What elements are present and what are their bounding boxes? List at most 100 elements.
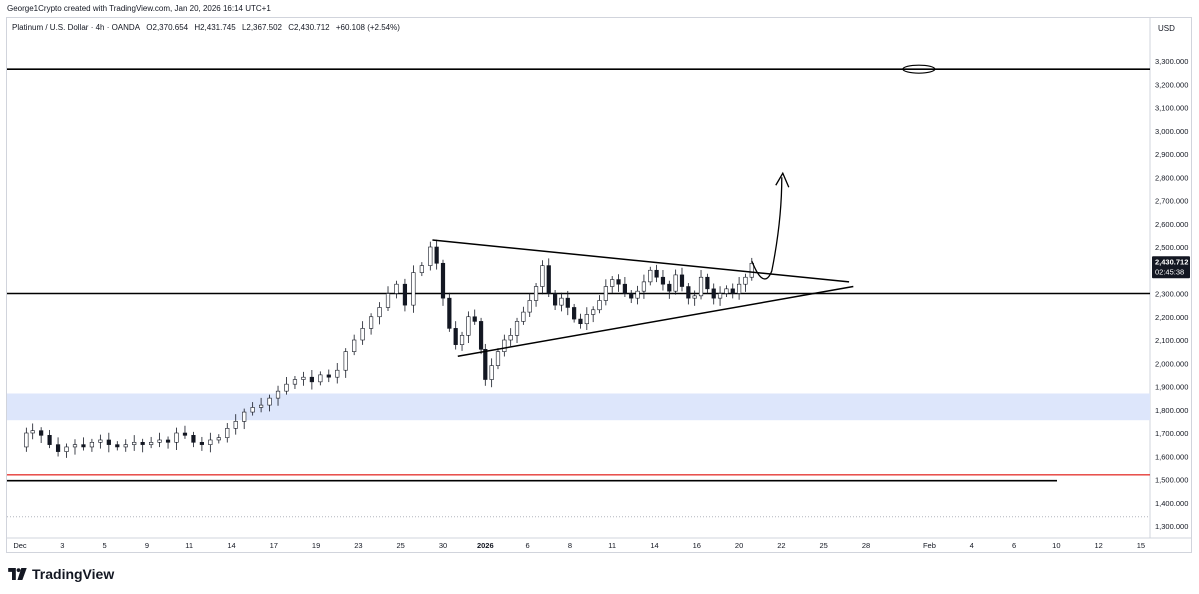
- x-tick-label: 23: [354, 541, 362, 550]
- x-tick-label: 15: [1137, 541, 1145, 550]
- candle-body: [724, 288, 729, 294]
- currency-label[interactable]: USD: [1158, 24, 1175, 33]
- candle-body: [559, 297, 564, 306]
- candle-body: [546, 265, 551, 294]
- y-tick-label: 1,700.000: [1155, 429, 1188, 438]
- candle-body: [267, 397, 272, 406]
- x-tick-label: 14: [650, 541, 658, 550]
- y-tick-label: 1,800.000: [1155, 406, 1188, 415]
- candle-body: [622, 283, 627, 294]
- candle-body: [533, 286, 539, 301]
- candle-body: [453, 328, 458, 345]
- candle-body: [115, 444, 120, 448]
- brand-name: TradingView: [32, 566, 115, 582]
- y-tick-label: 2,000.000: [1155, 359, 1188, 368]
- candle-body: [377, 307, 382, 318]
- candle-body: [233, 421, 238, 429]
- candle-body: [72, 444, 78, 448]
- x-tick-label: 28: [862, 541, 870, 550]
- x-tick-label: 22: [777, 541, 785, 550]
- candle-body: [81, 444, 86, 448]
- x-tick-label: 6: [1012, 541, 1016, 550]
- x-tick-label: 20: [735, 541, 743, 550]
- triangle-upper-trendline[interactable]: [432, 239, 850, 283]
- triangle-lower-trendline[interactable]: [457, 285, 854, 358]
- y-tick-label: 3,100.000: [1155, 104, 1188, 113]
- candle-body: [459, 335, 465, 345]
- candle-body: [692, 295, 697, 299]
- candle-body: [242, 411, 247, 422]
- candle-body: [472, 316, 477, 322]
- x-tick-label: 11: [608, 541, 616, 550]
- candle-body: [705, 276, 710, 290]
- candle-body: [24, 432, 29, 448]
- candle-body: [182, 432, 188, 436]
- symbol-legend: Platinum / U.S. Dollar · 4h · OANDA O2,3…: [12, 23, 404, 32]
- x-tick-label: 17: [270, 541, 278, 550]
- x-tick-label: Feb: [923, 541, 936, 550]
- candle-body: [635, 290, 640, 299]
- candle-body: [411, 272, 416, 306]
- candle-body: [540, 265, 545, 287]
- y-tick-label: 1,400.000: [1155, 499, 1188, 508]
- breakout-arrow[interactable]: [751, 177, 783, 280]
- candle-body: [318, 374, 323, 383]
- y-tick-label: 2,700.000: [1155, 197, 1188, 206]
- x-tick-label: 4: [970, 541, 974, 550]
- symbol-name[interactable]: Platinum / U.S. Dollar · 4h · OANDA: [12, 23, 141, 32]
- x-tick-label: 16: [693, 541, 701, 550]
- candle-body: [641, 281, 647, 292]
- candle-body: [440, 262, 446, 299]
- demand-zone[interactable]: [7, 393, 1150, 421]
- x-tick-label: 5: [103, 541, 107, 550]
- candle-body: [394, 283, 399, 294]
- candle-body: [326, 374, 331, 378]
- candle-body: [335, 369, 340, 378]
- x-tick-label: 10: [1052, 541, 1060, 550]
- candle-body: [191, 435, 196, 443]
- x-tick-label: 12: [1094, 541, 1102, 550]
- candle-body: [483, 348, 488, 380]
- candle-body: [309, 376, 314, 383]
- candle-body: [292, 379, 298, 385]
- x-tick-label: 9: [145, 541, 149, 550]
- candle-body: [514, 321, 520, 336]
- candle-body: [428, 246, 433, 266]
- y-tick-label: 2,600.000: [1155, 220, 1188, 229]
- candle-body: [736, 283, 742, 294]
- candle-body: [660, 276, 666, 285]
- y-tick-label: 3,200.000: [1155, 80, 1188, 89]
- candle-body: [584, 314, 589, 325]
- candle-body: [698, 276, 704, 297]
- target-ellipse[interactable]: [902, 64, 936, 74]
- y-tick-label: 3,300.000: [1155, 57, 1188, 66]
- tradingview-brand[interactable]: TradingView: [8, 566, 114, 582]
- candle-body: [64, 446, 69, 452]
- candle-body: [157, 439, 162, 443]
- candle-body: [603, 286, 608, 301]
- bar-countdown: 02:45:38: [1155, 267, 1184, 276]
- y-tick-label: 2,300.000: [1155, 290, 1188, 299]
- candle-body: [629, 293, 634, 299]
- candle-body: [419, 265, 424, 273]
- candle-body: [123, 444, 128, 448]
- candle-body: [165, 439, 171, 443]
- candle-body: [552, 293, 558, 306]
- candle-body: [343, 351, 348, 371]
- candle-body: [89, 441, 95, 448]
- y-tick-label: 1,500.000: [1155, 476, 1188, 485]
- candle-body: [648, 269, 653, 283]
- tradingview-logo-icon: [8, 568, 27, 580]
- y-tick-label: 1,600.000: [1155, 452, 1188, 461]
- candle-body: [385, 293, 391, 308]
- y-tick-label: 1,900.000: [1155, 383, 1188, 392]
- x-tick-label: 19: [312, 541, 320, 550]
- candle-body: [140, 441, 145, 445]
- candle-body: [368, 316, 374, 329]
- x-tick-label: 30: [439, 541, 447, 550]
- high-value: H2,431.745: [194, 23, 236, 32]
- candle-body: [39, 430, 44, 436]
- candle-body: [199, 441, 204, 445]
- y-tick-label: 2,100.000: [1155, 336, 1188, 345]
